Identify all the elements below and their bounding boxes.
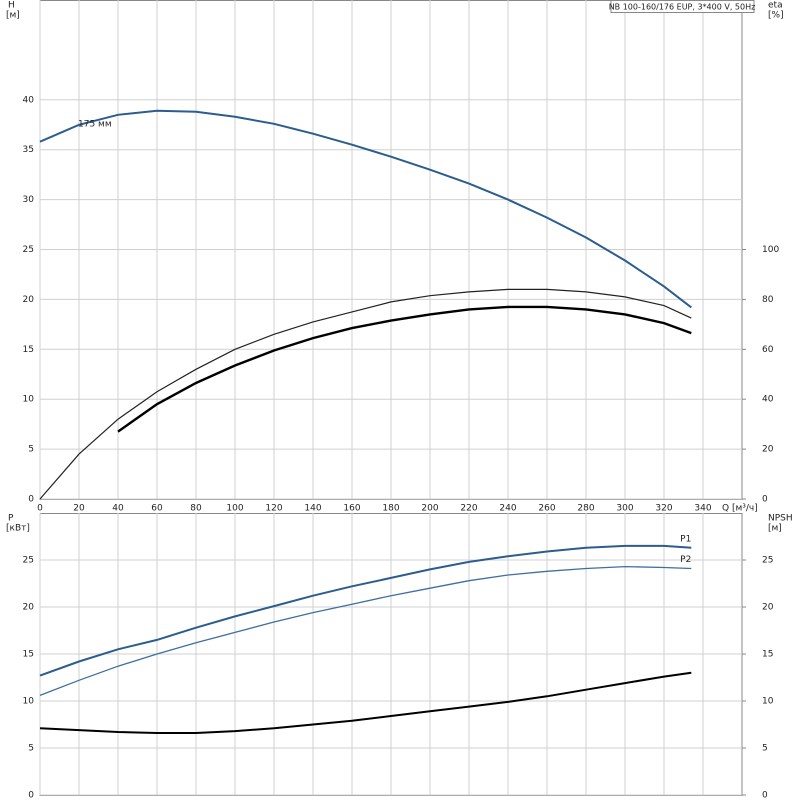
y-tick-label: 20 [23,603,35,613]
y2-tick-label: 5 [762,744,768,754]
x-tick-label: 320 [655,504,672,514]
y-axis-unit: [кВт] [6,524,30,534]
curve-label: P1 [680,534,691,544]
x-tick-label: 140 [304,504,321,514]
x-tick-label: 280 [577,504,594,514]
y2-tick-label: 20 [762,445,774,455]
x-tick-label: 40 [112,504,124,514]
y2-tick-label: 0 [762,791,768,800]
curve-label: P2 [680,555,691,565]
y-tick-label: 30 [23,195,35,205]
title-box [610,0,755,13]
y-axis-label: H [8,1,15,11]
x-tick-label: 0 [37,504,43,514]
x-tick-label: 160 [343,504,360,514]
x-tick-label: 340 [694,504,711,514]
curve [39,671,692,734]
y-tick-label: 0 [28,791,34,800]
x-tick-label: 100 [226,504,243,514]
y2-tick-label: 80 [762,295,774,305]
curve [39,288,692,500]
y2-tick-label: 100 [762,245,779,255]
y-tick-label: 0 [28,495,34,505]
x-tick-label: 220 [460,504,477,514]
y2-axis-unit: [%] [768,11,784,21]
x-tick-label: 260 [538,504,555,514]
chart-title: NB 100-160/176 EUP, 3*400 V, 50Hz [609,3,756,12]
curve [39,109,692,309]
x-axis-label: Q [м³/ч] [722,504,758,514]
x-tick-label: 120 [265,504,282,514]
x-tick-label: 200 [421,504,438,514]
y-tick-label: 10 [23,395,35,405]
y2-tick-label: 0 [762,495,768,505]
curve [39,565,692,697]
x-tick-label: 80 [190,504,202,514]
y2-tick-label: 10 [762,697,774,707]
y-tick-label: 15 [23,650,34,660]
y-tick-label: 10 [23,697,35,707]
y2-tick-label: 40 [762,395,774,405]
y-tick-label: 35 [23,145,34,155]
x-tick-label: 60 [151,504,163,514]
y2-tick-label: 15 [762,650,773,660]
curve [117,305,692,433]
curve-label: 175 мм [78,119,112,129]
y-tick-label: 5 [28,445,34,455]
y-axis-label: P [8,514,14,524]
x-tick-label: 240 [499,504,516,514]
curve [39,544,692,677]
y-tick-label: 25 [23,556,34,566]
x-tick-label: 300 [616,504,633,514]
y-tick-label: 20 [23,295,35,305]
y2-tick-label: 20 [762,603,774,613]
y-axis-unit: [м] [6,11,20,21]
y-tick-label: 25 [23,245,34,255]
y2-tick-label: 60 [762,345,774,355]
y2-axis-unit: [м] [768,524,782,534]
y2-axis-label: eta [768,1,783,11]
y2-tick-label: 25 [762,556,773,566]
y-tick-label: 15 [23,345,34,355]
y-tick-label: 5 [28,744,34,754]
y-tick-label: 40 [23,95,35,105]
x-tick-label: 180 [382,504,399,514]
y2-axis-label: NPSH [768,514,793,524]
x-tick-label: 20 [73,504,85,514]
